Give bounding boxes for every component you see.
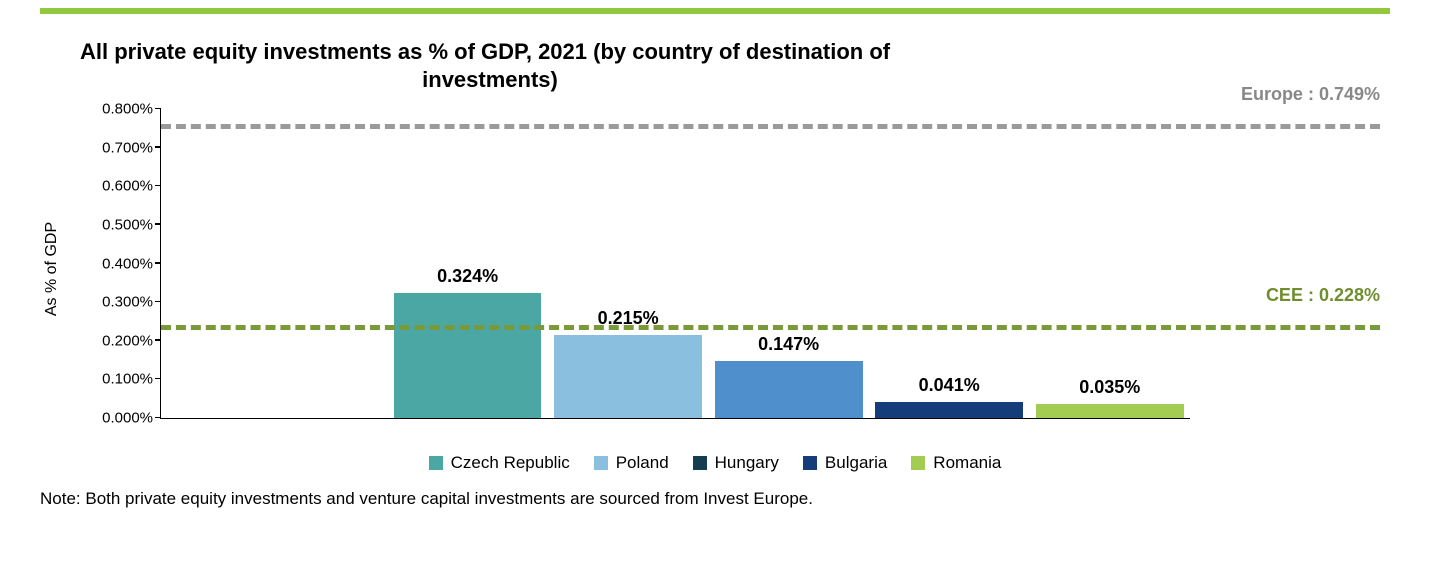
legend-item: Hungary (693, 453, 779, 473)
bar-czech-republic: 0.324% (394, 293, 542, 418)
bar-bulgaria: 0.041% (875, 402, 1023, 418)
bar-value-label: 0.035% (1079, 377, 1140, 398)
chart-container: As % of GDP 0.324%0.215%0.147%0.041%0.03… (70, 99, 1390, 439)
legend-item: Romania (911, 453, 1001, 473)
bar-value-label: 0.324% (437, 266, 498, 287)
y-tick-label: 0.800% (102, 101, 161, 118)
y-tick-label: 0.400% (102, 255, 161, 272)
legend-label: Hungary (715, 453, 779, 473)
reference-line-label: Europe : 0.749% (1241, 84, 1380, 105)
reference-line (161, 124, 1380, 129)
y-axis-label: As % of GDP (43, 222, 61, 316)
legend-item: Czech Republic (429, 453, 570, 473)
legend-swatch (693, 456, 707, 470)
plot-area: 0.324%0.215%0.147%0.041%0.035% 0.000%0.1… (160, 109, 1190, 419)
reference-line (161, 325, 1380, 330)
page-root: All private equity investments as % of G… (0, 0, 1430, 568)
bar-hungary: 0.147% (715, 361, 863, 418)
source-note: Note: Both private equity investments an… (40, 489, 1390, 509)
legend-swatch (911, 456, 925, 470)
y-tick-label: 0.200% (102, 332, 161, 349)
bar-poland: 0.215% (554, 335, 702, 418)
legend-label: Bulgaria (825, 453, 887, 473)
legend-label: Czech Republic (451, 453, 570, 473)
bars-layer: 0.324%0.215%0.147%0.041%0.035% (161, 109, 1190, 418)
bar-value-label: 0.041% (919, 375, 980, 396)
legend-swatch (803, 456, 817, 470)
legend-swatch (429, 456, 443, 470)
y-tick-label: 0.300% (102, 294, 161, 311)
legend: Czech Republic Poland Hungary Bulgaria Roman… (40, 453, 1390, 475)
chart-title-line2: investments) (80, 66, 900, 94)
chart-title-line1: All private equity investments as % of G… (80, 39, 890, 64)
legend-label: Poland (616, 453, 669, 473)
legend-swatch (594, 456, 608, 470)
y-tick-label: 0.600% (102, 178, 161, 195)
reference-line-label: CEE : 0.228% (1266, 285, 1380, 306)
legend-item: Poland (594, 453, 669, 473)
bar-romania: 0.035% (1036, 404, 1184, 418)
y-tick-label: 0.100% (102, 371, 161, 388)
bar-value-label: 0.147% (758, 334, 819, 355)
chart-title: All private equity investments as % of G… (80, 38, 980, 93)
y-tick-label: 0.000% (102, 410, 161, 427)
top-rule (40, 8, 1390, 14)
y-tick-label: 0.500% (102, 216, 161, 233)
legend-label: Romania (933, 453, 1001, 473)
y-tick-label: 0.700% (102, 139, 161, 156)
legend-item: Bulgaria (803, 453, 887, 473)
